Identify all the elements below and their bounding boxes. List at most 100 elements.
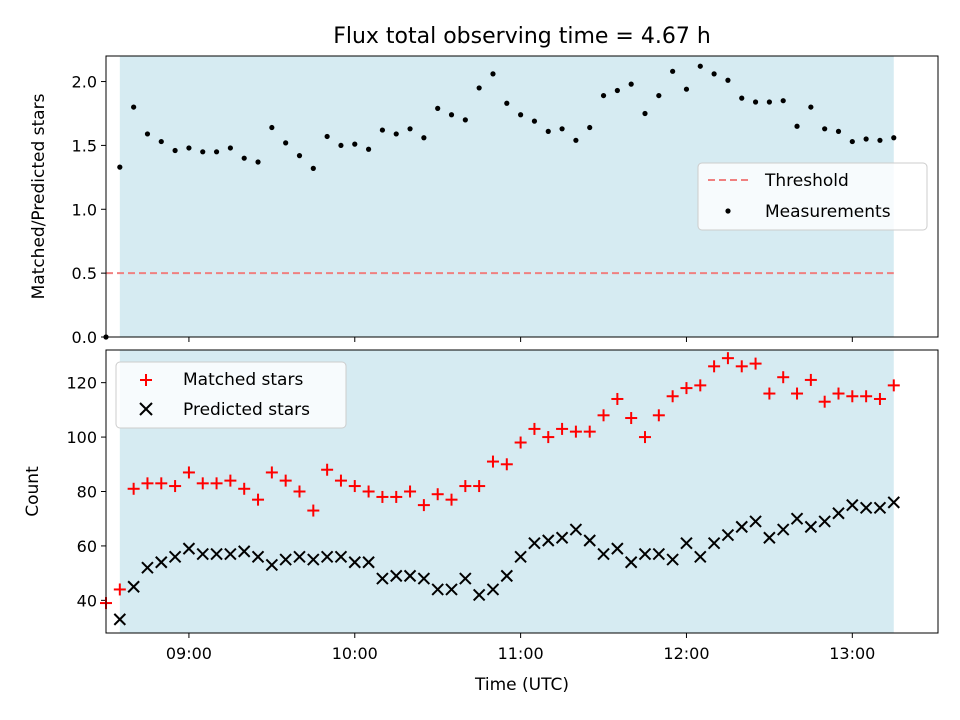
predicted-star-point [155,556,168,569]
y-tick-label: 1.5 [72,136,97,155]
predicted-star-point [376,572,389,585]
measurement-point [683,86,690,92]
matched-star-point [873,392,886,405]
predicted-star-point [445,583,458,596]
predicted-star-point [832,507,845,520]
predicted-star-point [293,550,306,564]
matched-star-point [791,387,804,400]
matched-star-point [860,390,873,403]
measurement-point [448,112,455,118]
matched-star-point [169,480,182,493]
matched-star-point [362,485,375,498]
matched-star-point [113,583,126,596]
measurement-point [531,118,538,124]
legend-threshold-label: Threshold [764,171,849,191]
matched-star-point [666,390,679,403]
predicted-star-point [431,583,444,596]
measurement-point [283,140,289,146]
predicted-star-point [652,547,666,561]
matched-star-point [445,493,458,506]
measurement-point [877,137,883,143]
matched-star-point [155,477,168,490]
matched-star-point [252,493,265,506]
measurement-point [545,128,551,134]
predicted-star-point [790,512,804,525]
measurement-point [144,131,151,137]
measurement-point [269,124,275,131]
predicted-star-point [721,528,735,542]
measurement-point [739,95,745,101]
measurement-point [158,138,164,145]
legend-predicted-swatch [139,402,153,416]
measurement-point [891,135,897,141]
measurement-point [752,99,759,105]
predicted-star-point [873,501,887,515]
predicted-star-point [224,547,237,561]
y-tick-label: 40 [77,591,97,610]
predicted-star-point [168,550,182,564]
count-legend: Matched stars Predicted stars [115,361,347,429]
matched-star-point [390,490,403,503]
measurement-point [835,128,842,134]
matched-star-point [376,490,389,503]
matched-star-point [597,409,610,422]
predicted-star-point [707,536,721,550]
x-tick-label: 12:00 [663,644,709,663]
predicted-star-point [583,534,596,547]
measurement-point [476,85,482,91]
predicted-star-point [472,588,486,602]
measurement-point [435,105,441,111]
measurement-point [490,71,496,77]
y-tick-label: 60 [77,537,97,556]
predicted-star-point [500,569,514,583]
measurement-point [670,68,676,74]
predicted-star-point [555,531,569,544]
ratio-legend-box [697,162,928,231]
measurement-point [849,138,855,145]
matched-star-point [721,352,734,365]
predicted-star-point [680,536,693,550]
predicted-star-point [265,558,279,572]
measurement-point [310,165,316,171]
measurement-point [421,135,427,141]
matched-star-point [210,477,223,490]
predicted-star-point [127,580,140,593]
matched-star-point [431,488,444,501]
legend-measurements-label: Measurements [765,202,891,222]
predicted-star-point [251,550,265,564]
predicted-star-point [638,547,652,561]
legend-measurements-swatch [725,208,731,214]
predicted-star-point [348,556,361,569]
measurement-point [600,92,607,99]
x-tick-label: 09:00 [166,644,212,663]
predicted-star-point [403,569,417,583]
predicted-star-point [859,501,873,515]
matched-star-point [556,422,569,435]
predicted-star-point [569,523,583,536]
count-legend-box [115,361,347,429]
measurement-point [780,98,786,104]
matched-star-point [694,379,707,392]
count-panel-frame [105,349,939,634]
predicted-star-point [763,531,776,544]
y-tick-label: 0.5 [72,264,97,283]
count-axis-ticks: 40 60 80 100 120 [66,374,106,610]
matched-star-point [265,466,278,479]
matched-star-point [459,480,472,493]
measurement-point [393,131,399,137]
measurement-point [628,81,634,87]
matched-star-point [224,474,237,487]
matched-star-point [196,477,209,490]
predicted-star-point [887,496,900,509]
matched-star-point [486,455,499,468]
predicted-star-point [818,515,831,528]
measurement-point [338,142,344,149]
count-panel: 40 60 80 100 120 Count Matched stars Predict… [23,349,939,634]
predicted-star-point [417,572,431,585]
y-tick-label: 1.0 [72,200,97,219]
y-tick-label: 80 [77,483,97,502]
measurement-point [504,100,510,106]
predicted-star-point [210,547,223,561]
measurement-point [822,126,828,132]
measurement-point [559,126,565,132]
